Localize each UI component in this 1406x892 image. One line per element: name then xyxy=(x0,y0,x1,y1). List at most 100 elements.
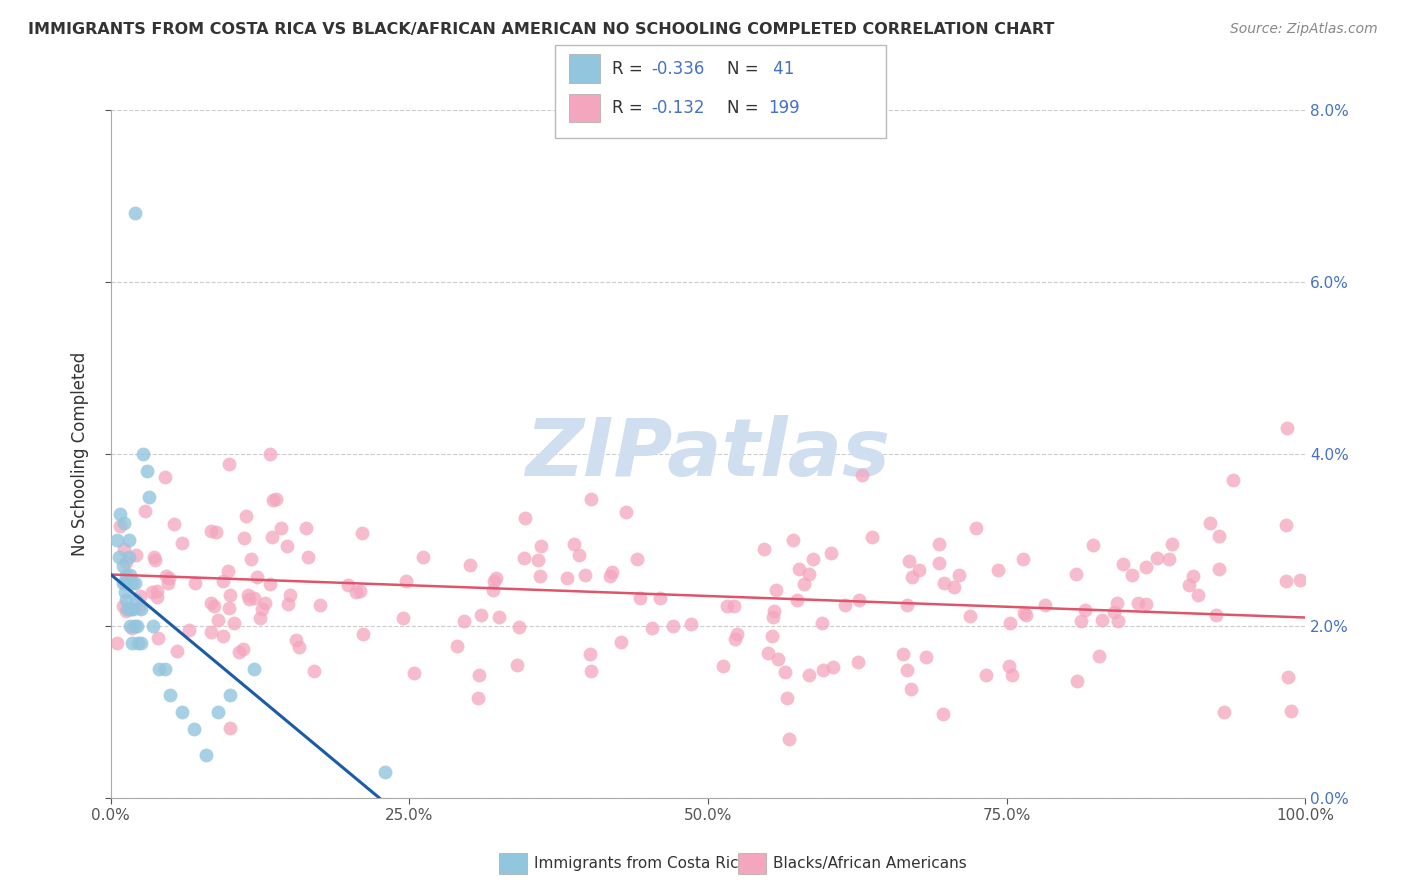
Point xyxy=(218,721,240,735)
Point xyxy=(599,569,621,583)
Point xyxy=(1001,667,1024,681)
Point xyxy=(246,570,269,584)
Point xyxy=(120,602,142,616)
Point xyxy=(294,521,316,535)
Point xyxy=(143,553,166,567)
Point xyxy=(146,583,169,598)
Text: N =: N = xyxy=(727,60,763,78)
Point xyxy=(228,645,250,659)
Point xyxy=(170,536,193,550)
Point xyxy=(974,668,997,682)
Point xyxy=(118,533,141,548)
Text: ZIPatlas: ZIPatlas xyxy=(526,415,890,493)
Point xyxy=(349,584,371,599)
Point xyxy=(756,646,779,660)
Point xyxy=(1146,550,1168,565)
Point xyxy=(834,599,856,613)
Point xyxy=(249,611,271,625)
Point xyxy=(157,571,180,585)
Point xyxy=(932,707,955,722)
Point xyxy=(811,663,834,677)
Point xyxy=(350,526,373,541)
Point xyxy=(142,550,165,565)
Point xyxy=(761,629,783,643)
Point xyxy=(118,619,141,633)
Point xyxy=(392,611,415,625)
Point xyxy=(224,615,246,630)
Point xyxy=(129,636,152,650)
Point xyxy=(907,563,929,577)
Point xyxy=(1121,568,1143,582)
Point xyxy=(810,616,832,631)
Point xyxy=(897,554,920,568)
Point xyxy=(243,591,266,605)
Point xyxy=(153,662,176,676)
Point xyxy=(135,464,157,478)
Point xyxy=(207,705,229,719)
Point xyxy=(555,571,578,585)
Point xyxy=(896,598,918,612)
Point xyxy=(105,533,128,548)
Point xyxy=(287,640,309,654)
Point xyxy=(1070,614,1092,628)
Point xyxy=(145,590,167,604)
Point xyxy=(138,490,160,504)
Point xyxy=(1126,596,1149,610)
Point xyxy=(277,597,299,611)
Point xyxy=(153,470,176,484)
Point xyxy=(207,613,229,627)
Point xyxy=(110,508,132,522)
Text: Source: ZipAtlas.com: Source: ZipAtlas.com xyxy=(1230,22,1378,37)
Text: Blacks/African Americans: Blacks/African Americans xyxy=(773,856,967,871)
Point xyxy=(156,576,179,591)
Point xyxy=(846,655,869,669)
Point xyxy=(1033,598,1056,612)
Point xyxy=(579,664,602,678)
Point xyxy=(600,565,623,579)
Point xyxy=(482,574,505,589)
Point xyxy=(309,599,332,613)
Point xyxy=(163,516,186,531)
Y-axis label: No Schooling Completed: No Schooling Completed xyxy=(72,352,89,557)
Point xyxy=(820,546,842,560)
Text: -0.132: -0.132 xyxy=(651,99,704,117)
Point xyxy=(529,568,551,582)
Point xyxy=(782,533,804,547)
Point xyxy=(1198,516,1220,530)
Point xyxy=(799,566,821,581)
Point xyxy=(467,691,489,706)
Point xyxy=(468,667,491,681)
Point xyxy=(118,550,141,565)
Point xyxy=(778,732,800,747)
Point xyxy=(513,550,536,565)
Point xyxy=(108,519,131,533)
Point xyxy=(773,665,796,679)
Point xyxy=(723,599,745,613)
Point xyxy=(108,550,131,565)
Point xyxy=(1222,473,1244,487)
Point xyxy=(1277,670,1299,684)
Point xyxy=(801,552,824,566)
Point xyxy=(125,593,148,607)
Point xyxy=(1160,536,1182,550)
Point xyxy=(1205,607,1227,622)
Point xyxy=(797,668,820,682)
Point xyxy=(530,539,553,553)
Point xyxy=(998,659,1021,673)
Point xyxy=(1208,562,1230,576)
Point xyxy=(124,576,146,591)
Point xyxy=(302,664,325,678)
Point xyxy=(470,607,492,622)
Point xyxy=(232,642,254,657)
Point xyxy=(650,591,672,605)
Point xyxy=(851,468,873,483)
Point xyxy=(1187,589,1209,603)
Point xyxy=(786,593,808,607)
Point xyxy=(115,567,138,582)
Point xyxy=(243,662,266,676)
Point xyxy=(610,635,633,649)
Point xyxy=(353,627,375,641)
Point xyxy=(513,511,536,525)
Point xyxy=(134,504,156,518)
Point xyxy=(183,723,205,737)
